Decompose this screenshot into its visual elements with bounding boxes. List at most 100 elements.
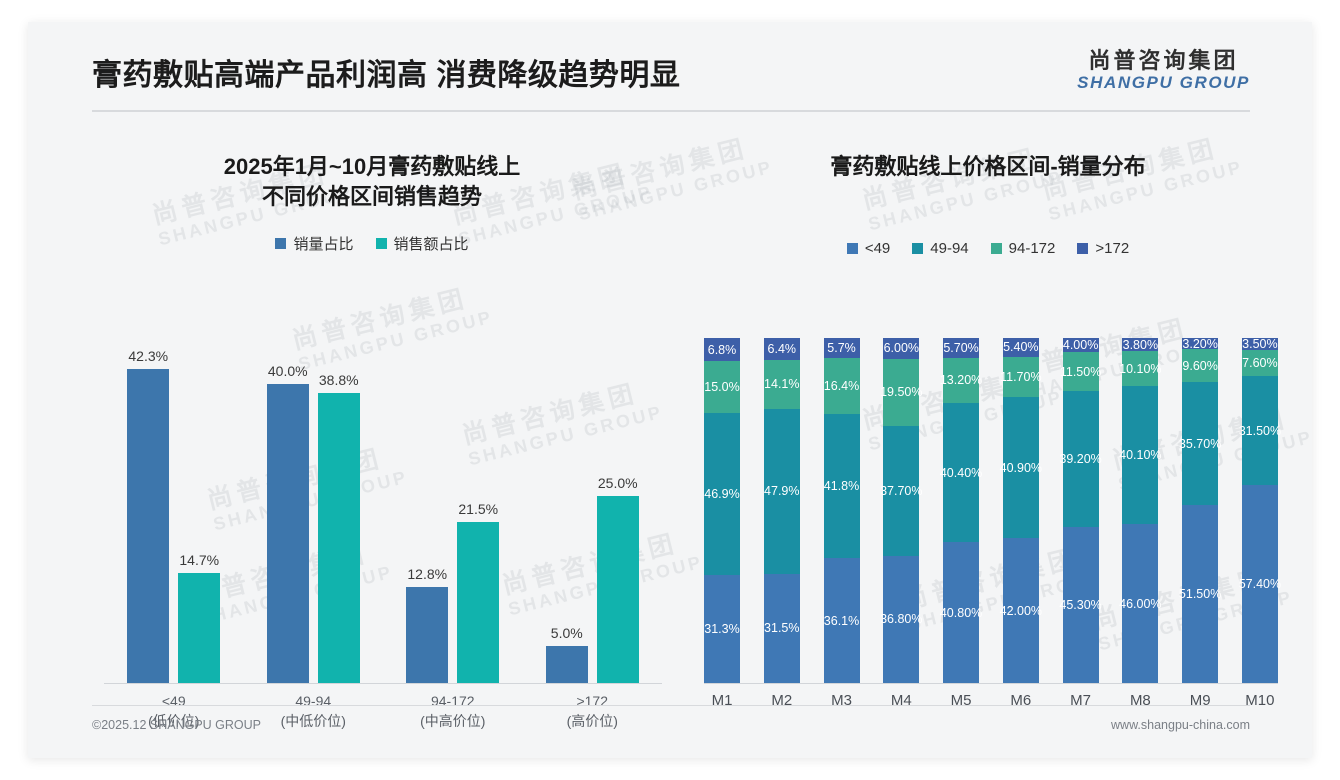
bar-销售额占比-49-94[interactable]: 38.8%: [317, 348, 360, 683]
x-tick-label: 49-94: [295, 693, 332, 709]
stack-segment-<49-M2[interactable]: 31.5%: [763, 573, 800, 683]
bar-销售额占比-94-172[interactable]: 21.5%: [457, 348, 500, 683]
stack-segment-label: 14.1%: [764, 377, 800, 392]
stack-segment->172-M5[interactable]: 5.70%: [943, 338, 980, 358]
stacked-bar-M8[interactable]: 3.80% 10.10% 40.10% 46.00%: [1119, 338, 1162, 683]
stack-segment->172-M9[interactable]: 3.20%: [1182, 337, 1219, 351]
x-tick-label: 94-172: [430, 693, 475, 709]
stack-segment-<49-M5[interactable]: 40.80%: [939, 542, 983, 683]
stack-segment-label: 5.7%: [827, 340, 856, 355]
stack-segment->172-M8[interactable]: 3.80%: [1122, 338, 1159, 352]
stacked-bar-M7[interactable]: 4.00% 11.50% 39.20% 45.30%: [1059, 338, 1102, 683]
stack-segment-label: 19.50%: [880, 385, 923, 400]
stack-segment->172-M3[interactable]: 5.7%: [823, 338, 860, 358]
stack-segment-label: 36.1%: [823, 613, 860, 628]
x-tick-94-172: 94-172 (中高价位): [394, 684, 512, 732]
legend-swatch-icon: [912, 242, 924, 254]
legend-swatch-icon: [846, 242, 858, 254]
stack-segment-label: 46.00%: [1119, 596, 1162, 611]
legend-item-94-172[interactable]: 94-172: [990, 240, 1055, 257]
stack-segment-label: 31.50%: [1238, 423, 1282, 438]
stacked-bar-M9[interactable]: 3.20% 9.60% 35.70% 51.50%: [1178, 337, 1222, 683]
legend-item-销量占比[interactable]: 销量占比: [275, 233, 354, 254]
stack-segment->172-M4[interactable]: 6.00%: [883, 338, 920, 359]
stack-segment-49-94-M5[interactable]: 40.40%: [940, 403, 982, 543]
legend-item-<49[interactable]: <49: [846, 240, 890, 257]
stack-segment-49-94-M9[interactable]: 35.70%: [1179, 382, 1221, 506]
stack-segment-49-94-M2[interactable]: 47.9%: [763, 408, 800, 574]
bar-value-label: 42.3%: [128, 348, 169, 364]
stack-segment-label: 40.80%: [939, 605, 983, 620]
bar-销量占比-49-94[interactable]: 40.0%: [266, 348, 309, 683]
stack-segment-<49-M10[interactable]: 57.40%: [1239, 484, 1281, 683]
stack-segment-<49-M4[interactable]: 36.80%: [880, 556, 923, 683]
stack-segment-94-172-M7[interactable]: 11.50%: [1060, 351, 1101, 392]
stack-segment-49-94-M3[interactable]: 41.8%: [823, 414, 860, 559]
x-tick-M5: M5: [950, 692, 972, 709]
stack-segment->172-M6[interactable]: 5.40%: [1002, 338, 1039, 357]
stack-segment-49-94-M4[interactable]: 37.70%: [880, 425, 923, 557]
bar-rect[interactable]: [127, 369, 170, 683]
stack-segment-94-172-M6[interactable]: 11.70%: [1000, 356, 1042, 397]
stack-segment-<49-M7[interactable]: 45.30%: [1059, 526, 1102, 683]
stack-segment-94-172-M1[interactable]: 15.0%: [704, 361, 740, 414]
stack-segment-<49-M1[interactable]: 31.3%: [704, 575, 740, 683]
stack-segment-94-172-M8[interactable]: 10.10%: [1119, 351, 1162, 386]
bar-销量占比->172[interactable]: 5.0%: [545, 348, 588, 683]
stack-segment->172-M7[interactable]: 4.00%: [1062, 338, 1099, 352]
stack-segment-<49-M8[interactable]: 46.00%: [1119, 524, 1162, 683]
stack-segment-label: 51.50%: [1178, 587, 1222, 602]
stack-segment->172-M10[interactable]: 3.50%: [1241, 337, 1278, 351]
legend-item-49-94[interactable]: 49-94: [912, 240, 969, 257]
stacked-bar-M1[interactable]: 6.8% 15.0% 46.9% 31.3%: [704, 338, 740, 683]
x-tick-sublabel: (中高价位): [420, 713, 486, 730]
stack-segment-49-94-M8[interactable]: 40.10%: [1119, 385, 1162, 525]
stack-segment-49-94-M10[interactable]: 31.50%: [1238, 376, 1282, 485]
footer-website[interactable]: www.shangpu-china.com: [1111, 718, 1250, 732]
stack-segment-<49-M6[interactable]: 42.00%: [1000, 538, 1042, 683]
bar-rect[interactable]: [406, 587, 449, 683]
x-tick-M2: M2: [771, 692, 793, 709]
stack-segment->172-M2[interactable]: 6.4%: [763, 338, 800, 361]
bar-value-label: 14.7%: [179, 552, 220, 568]
stack-segment-<49-M9[interactable]: 51.50%: [1178, 505, 1222, 683]
stack-segment-94-172-M9[interactable]: 9.60%: [1182, 349, 1219, 383]
stacked-bar-M6[interactable]: 5.40% 11.70% 40.90% 42.00%: [1000, 338, 1042, 683]
stacked-bar-M5[interactable]: 5.70% 13.20% 40.40% 40.80%: [939, 338, 983, 683]
stack-segment-94-172-M2[interactable]: 14.1%: [763, 360, 800, 409]
bar-销量占比-<49[interactable]: 42.3%: [127, 348, 170, 683]
stack-segment-49-94-M6[interactable]: 40.90%: [1000, 396, 1042, 539]
left-chart-title: 2025年1月~10月膏药敷贴线上 不同价格区间销售趋势: [68, 152, 676, 211]
stack-segment-label: 15.0%: [704, 380, 740, 395]
bar-rect[interactable]: [317, 393, 360, 683]
bar-rect[interactable]: [266, 384, 309, 683]
stack-segment-<49-M3[interactable]: 36.1%: [823, 558, 860, 683]
stack-segment-label: 11.70%: [1000, 369, 1042, 384]
grouped-bar-x-axis: <49 (低价位) 49-94 (中低价位) 94-172 (中高价位) >172 (高价位): [104, 684, 662, 729]
bar-销售额占比-<49[interactable]: 14.7%: [178, 348, 221, 683]
stack-segment->172-M1[interactable]: 6.8%: [704, 338, 740, 362]
legend-item-销售额占比[interactable]: 销售额占比: [375, 233, 469, 254]
stack-segment-94-172-M4[interactable]: 19.50%: [880, 358, 923, 426]
stack-segment-49-94-M1[interactable]: 46.9%: [704, 413, 740, 575]
bar-rect[interactable]: [545, 646, 588, 683]
legend-item->172[interactable]: >172: [1077, 240, 1129, 257]
stack-segment-94-172-M5[interactable]: 13.20%: [940, 357, 982, 404]
bar-rect[interactable]: [596, 496, 639, 683]
bar-销量占比-94-172[interactable]: 12.8%: [406, 348, 449, 683]
bar-rect[interactable]: [178, 573, 221, 683]
bar-value-label: 12.8%: [407, 566, 448, 582]
stacked-bar-M10[interactable]: 3.50% 7.60% 31.50% 57.40%: [1238, 337, 1282, 683]
brand-logo: 尚普咨询集团 SHANGPU GROUP: [1077, 48, 1250, 93]
bar-销售额占比->172[interactable]: 25.0%: [596, 348, 639, 683]
stacked-bar-M3[interactable]: 5.7% 16.4% 41.8% 36.1%: [823, 338, 860, 683]
footer-divider: [92, 705, 1250, 706]
stacked-bar-M4[interactable]: 6.00% 19.50% 37.70% 36.80%: [880, 338, 923, 683]
brand-name-cn: 尚普咨询集团: [1088, 48, 1239, 73]
stack-segment-94-172-M10[interactable]: 7.60%: [1241, 350, 1278, 377]
bar-group-94-172: 12.8% 21.5%: [394, 348, 512, 683]
bar-rect[interactable]: [457, 522, 500, 683]
stack-segment-49-94-M7[interactable]: 39.20%: [1059, 391, 1102, 527]
stack-segment-94-172-M3[interactable]: 16.4%: [823, 357, 860, 415]
stacked-bar-M2[interactable]: 6.4% 14.1% 47.9% 31.5%: [763, 338, 800, 683]
